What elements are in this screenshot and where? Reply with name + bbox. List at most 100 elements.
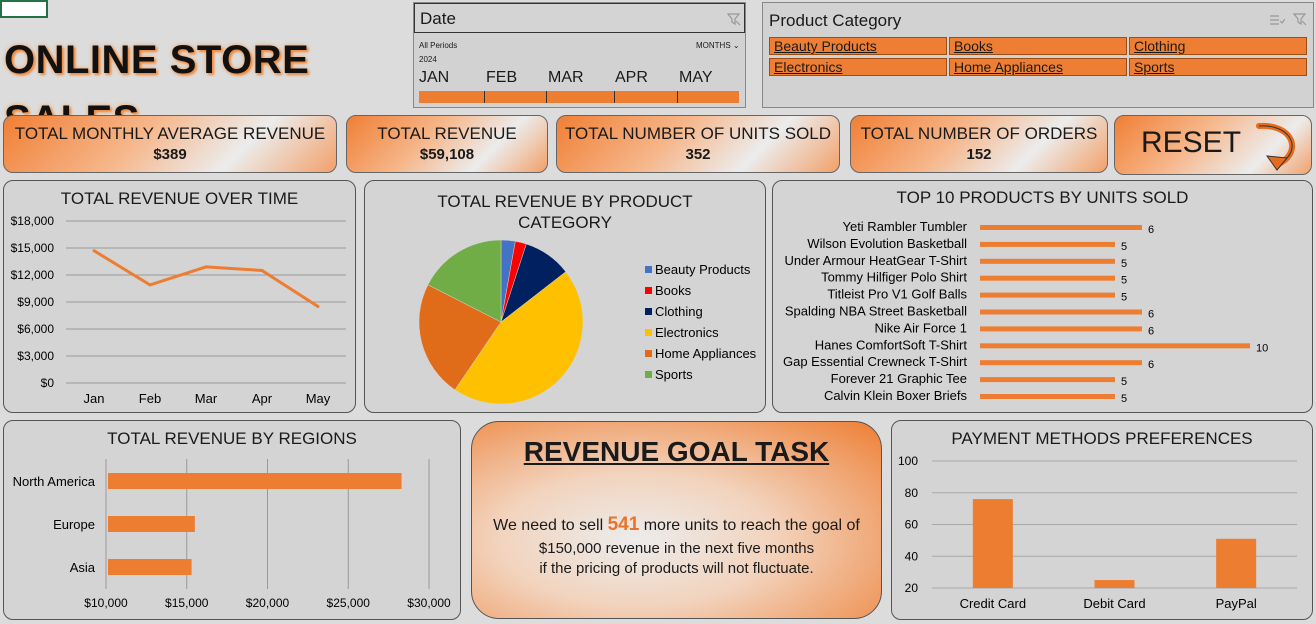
data-point xyxy=(148,283,152,287)
legend-swatch xyxy=(645,329,652,336)
product-label: Nike Air Force 1 xyxy=(875,320,967,335)
data-label: 6 xyxy=(1148,309,1154,321)
chart-title: TOP 10 PRODUCTS BY UNITS SOLD xyxy=(896,188,1189,207)
chevron-down-icon: ⌄ xyxy=(732,41,740,50)
product-category-slicer[interactable]: Product Category Beauty Products Books C… xyxy=(762,2,1314,108)
product-bar xyxy=(980,241,1115,247)
x-tick-label: $25,000 xyxy=(327,596,371,610)
y-tick-label: 100 xyxy=(898,454,918,468)
x-tick-label: Feb xyxy=(139,391,161,406)
legend-swatch xyxy=(645,308,652,315)
payment-bar xyxy=(1094,580,1135,588)
reset-button[interactable]: RESET xyxy=(1114,115,1312,175)
kpi-units-sold: TOTAL NUMBER OF UNITS SOLD 352 xyxy=(556,115,840,173)
chart-title: TOTAL REVENUE OVER TIME xyxy=(60,189,299,208)
kpi-number-of-orders: TOTAL NUMBER OF ORDERS 152 xyxy=(850,115,1108,173)
region-bar xyxy=(108,559,192,575)
chart-title: PAYMENT METHODS PREFERENCES xyxy=(951,429,1253,448)
product-bar xyxy=(980,292,1115,298)
category-slicer-title: Product Category xyxy=(769,11,902,30)
units-needed: 541 xyxy=(607,514,640,535)
year-label: 2024 xyxy=(419,55,437,64)
selected-cell[interactable] xyxy=(0,0,48,18)
category-clothing[interactable]: Clothing xyxy=(1129,37,1307,55)
month-jan[interactable]: JAN xyxy=(419,69,450,86)
top-products-panel: TOP 10 PRODUCTS BY UNITS SOLD Yeti Rambl… xyxy=(772,180,1313,413)
product-bar xyxy=(980,309,1142,315)
x-tick-label: PayPal xyxy=(1216,596,1257,611)
y-tick-label: 20 xyxy=(905,581,919,595)
region-bar xyxy=(108,516,195,532)
x-tick-label: Jan xyxy=(84,391,105,406)
undo-arrow-icon xyxy=(1256,122,1296,171)
category-home-appliances[interactable]: Home Appliances xyxy=(949,58,1127,76)
legend-label: Electronics xyxy=(655,325,719,340)
y-tick-label: $15,000 xyxy=(11,241,55,255)
product-label: Under Armour HeatGear T-Shirt xyxy=(784,253,967,268)
revenue-goal-title: REVENUE GOAL TASK xyxy=(523,436,830,467)
region-bar xyxy=(108,473,402,489)
product-label: Tommy Hilfiger Polo Shirt xyxy=(821,270,967,285)
clear-filter-icon[interactable] xyxy=(1293,12,1307,26)
chart-title: TOTAL REVENUE BY PRODUCT CATEGORY xyxy=(437,192,693,232)
region-label: North America xyxy=(13,474,96,489)
pie-chart: Beauty Products Books Clothing Electronics H… xyxy=(418,239,757,405)
kpi-value: 352 xyxy=(685,146,711,163)
product-bar xyxy=(980,225,1142,230)
date-slicer[interactable]: Date All Periods MONTHS ⌄ 2024 JAN FEB M… xyxy=(413,2,746,108)
month-may[interactable]: MAY xyxy=(679,69,713,86)
data-point xyxy=(260,269,264,272)
multi-select-icon[interactable] xyxy=(1269,13,1285,27)
y-tick-label: $0 xyxy=(41,376,55,390)
data-label: 6 xyxy=(1148,359,1154,371)
y-tick-label: $3,000 xyxy=(17,349,54,363)
category-books[interactable]: Books xyxy=(949,37,1127,55)
data-label: 5 xyxy=(1121,376,1127,388)
kpi-label: TOTAL REVENUE xyxy=(377,124,517,143)
product-bar xyxy=(980,360,1142,366)
reset-label: RESET xyxy=(1141,126,1242,159)
legend-swatch xyxy=(645,350,652,357)
product-label: Forever 21 Graphic Tee xyxy=(831,371,967,386)
month-apr[interactable]: APR xyxy=(615,69,648,86)
month-mar[interactable]: MAR xyxy=(548,69,584,86)
data-label: 5 xyxy=(1121,258,1127,270)
y-tick-label: $6,000 xyxy=(17,322,54,336)
category-electronics[interactable]: Electronics xyxy=(769,58,947,76)
legend-swatch xyxy=(645,287,652,294)
date-slicer-title: Date xyxy=(420,9,456,28)
x-tick-label: May xyxy=(306,391,331,406)
x-tick-label: Apr xyxy=(252,391,273,406)
product-bar xyxy=(980,258,1115,264)
data-point xyxy=(92,249,96,253)
kpi-total-revenue: TOTAL REVENUE $59,108 xyxy=(346,115,548,173)
line-chart: $0 $3,000 $6,000 $9,000 $12,000 $15,000 $18,00… xyxy=(11,214,346,406)
month-feb[interactable]: FEB xyxy=(486,69,518,86)
pie-slice xyxy=(418,284,502,391)
legend-swatch xyxy=(645,266,652,273)
clear-filter-icon[interactable] xyxy=(727,12,741,26)
data-label: 5 xyxy=(1121,292,1127,304)
product-bar xyxy=(980,377,1115,383)
revenue-by-regions-panel: TOTAL REVENUE BY REGIONS $10,000 $15,000 $… xyxy=(3,420,461,620)
x-tick-label: Credit Card xyxy=(960,596,1026,611)
x-tick-label: $10,000 xyxy=(84,596,128,610)
timeline-bar[interactable] xyxy=(419,91,739,103)
time-level-dropdown[interactable]: MONTHS ⌄ xyxy=(696,41,740,50)
category-sports[interactable]: Sports xyxy=(1129,58,1307,76)
product-label: Hanes ComfortSoft T-Shirt xyxy=(815,337,968,352)
kpi-label: TOTAL MONTHLY AVERAGE REVENUE xyxy=(14,124,326,143)
kpi-label: TOTAL NUMBER OF ORDERS xyxy=(860,124,1098,143)
revenue-goal-line2: $150,000 revenue in the next five months xyxy=(538,540,815,557)
category-beauty-products[interactable]: Beauty Products xyxy=(769,37,947,55)
legend-label: Clothing xyxy=(655,304,703,319)
pie-slice xyxy=(427,239,502,323)
revenue-goal-line1: We need to sell 541 more units to reach … xyxy=(493,514,860,535)
payment-bar xyxy=(1216,538,1257,588)
y-tick-label: $12,000 xyxy=(11,268,55,282)
product-bar xyxy=(980,394,1115,399)
x-tick-label: Mar xyxy=(195,391,218,406)
legend-label: Books xyxy=(655,283,692,298)
product-label: Calvin Klein Boxer Briefs xyxy=(824,388,968,403)
kpi-label: TOTAL NUMBER OF UNITS SOLD xyxy=(564,124,832,143)
